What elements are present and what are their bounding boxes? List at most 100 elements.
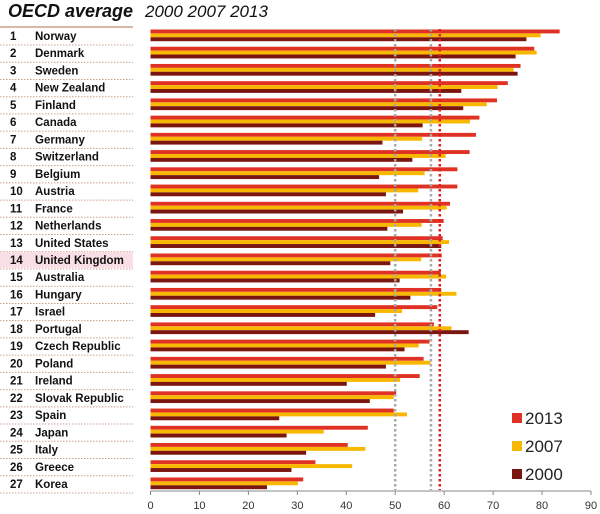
rank-label: 27 xyxy=(10,479,23,491)
rank-label: 2 xyxy=(10,48,16,60)
bar-2007-germany xyxy=(150,136,423,141)
category-label: United Kingdom xyxy=(35,255,124,267)
rank-label: 21 xyxy=(10,376,23,388)
x-tick-label: 40 xyxy=(340,500,352,512)
bar-2013-switzerland xyxy=(150,150,470,155)
rank-label: 10 xyxy=(10,186,23,198)
legend-swatch-2000 xyxy=(512,469,522,479)
bar-2013-ireland xyxy=(150,374,420,378)
x-tick-label: 30 xyxy=(291,500,303,512)
bar-2007-slovak-republic xyxy=(150,395,394,400)
bar-2000-korea xyxy=(150,485,267,490)
bar-2000-spain xyxy=(150,416,280,421)
legend-label-2000: 2000 xyxy=(525,465,563,484)
bar-2013-finland xyxy=(150,98,498,103)
bar-2007-italy xyxy=(150,446,366,451)
bar-2013-australia xyxy=(150,270,441,275)
bar-2000-sweden xyxy=(150,71,518,76)
bar-2000-portugal xyxy=(150,330,469,335)
bar-2013-korea xyxy=(150,477,304,482)
bar-2000-ireland xyxy=(150,381,347,386)
bar-2000-italy xyxy=(150,450,307,455)
bar-2013-poland xyxy=(150,356,424,361)
category-label: United States xyxy=(35,238,109,250)
category-label: Canada xyxy=(35,117,77,129)
x-tick-label: 50 xyxy=(389,500,401,512)
x-tick-label: 20 xyxy=(242,500,254,512)
bar-2000-hungary xyxy=(150,295,411,300)
category-label: New Zealand xyxy=(35,83,105,95)
category-label: Switzerland xyxy=(35,152,99,164)
bar-2007-israel xyxy=(150,309,403,313)
bar-2013-denmark xyxy=(150,46,535,51)
bar-2007-austria xyxy=(150,188,419,193)
rank-label: 15 xyxy=(10,272,23,284)
category-label: Poland xyxy=(35,358,73,370)
x-tick-label: 90 xyxy=(585,500,597,512)
category-label: Czech Republic xyxy=(35,341,121,353)
bar-2000-greece xyxy=(150,468,292,472)
rank-label: 3 xyxy=(10,65,16,77)
row-highlight xyxy=(0,251,133,268)
bar-2000-denmark xyxy=(150,54,516,59)
rank-label: 13 xyxy=(10,238,23,250)
bar-2000-belgium xyxy=(150,175,380,180)
bar-2013-austria xyxy=(150,184,458,189)
rank-label: 23 xyxy=(10,410,23,422)
category-label: France xyxy=(35,203,73,215)
bar-2000-new-zealand xyxy=(150,88,462,93)
rank-label: 17 xyxy=(10,307,23,319)
rank-label: 7 xyxy=(10,134,16,146)
bar-2013-canada xyxy=(150,115,480,120)
bar-2007-australia xyxy=(150,274,447,279)
bar-2013-belgium xyxy=(150,167,458,172)
x-tick-label: 80 xyxy=(536,500,548,512)
category-label: Italy xyxy=(35,445,59,457)
category-label: Netherlands xyxy=(35,221,101,233)
rank-label: 1 xyxy=(10,31,17,43)
category-label: Hungary xyxy=(35,289,82,301)
rank-label: 14 xyxy=(10,255,23,267)
bar-2013-new-zealand xyxy=(150,81,508,86)
bar-2013-slovak-republic xyxy=(150,391,397,396)
bar-2007-norway xyxy=(150,33,541,38)
bar-2013-france xyxy=(150,201,451,206)
category-label: Belgium xyxy=(35,169,80,181)
category-label: Portugal xyxy=(35,324,82,336)
category-label: Norway xyxy=(35,31,77,43)
bar-2013-sweden xyxy=(150,63,521,68)
rank-label: 24 xyxy=(10,427,23,439)
x-tick-label: 60 xyxy=(438,500,450,512)
category-label: Greece xyxy=(35,462,74,474)
chart-subtitle: 2000 2007 2013 xyxy=(145,2,268,21)
rank-label: 11 xyxy=(10,203,23,215)
bar-2013-norway xyxy=(150,29,560,34)
bar-2013-italy xyxy=(150,443,348,447)
bar-2013-czech-republic xyxy=(150,339,430,344)
bar-2007-portugal xyxy=(150,326,452,331)
rank-label: 6 xyxy=(10,117,16,129)
bar-2007-united-states xyxy=(150,240,450,245)
bar-2013-portugal xyxy=(150,322,434,327)
bar-2013-israel xyxy=(150,305,438,310)
bar-2007-hungary xyxy=(150,291,457,296)
bar-2007-united-kingdom xyxy=(150,257,422,262)
category-label: Denmark xyxy=(35,48,85,60)
x-tick-label: 10 xyxy=(193,500,205,512)
legend-swatch-2007 xyxy=(512,441,522,451)
bar-2000-israel xyxy=(150,312,376,317)
bar-2007-poland xyxy=(150,360,431,365)
bar-2007-ireland xyxy=(150,378,401,382)
legend-label-2007: 2007 xyxy=(525,437,563,456)
rank-label: 19 xyxy=(10,341,23,353)
bar-2013-spain xyxy=(150,408,394,413)
category-label: Germany xyxy=(35,134,85,146)
bar-2007-greece xyxy=(150,464,353,469)
bar-2007-switzerland xyxy=(150,154,446,158)
bar-2013-united-kingdom xyxy=(150,253,442,258)
bar-2000-united-kingdom xyxy=(150,261,391,266)
rank-label: 26 xyxy=(10,462,23,474)
rank-label: 16 xyxy=(10,289,23,301)
rank-label: 5 xyxy=(10,100,17,112)
x-tick-label: 70 xyxy=(487,500,499,512)
